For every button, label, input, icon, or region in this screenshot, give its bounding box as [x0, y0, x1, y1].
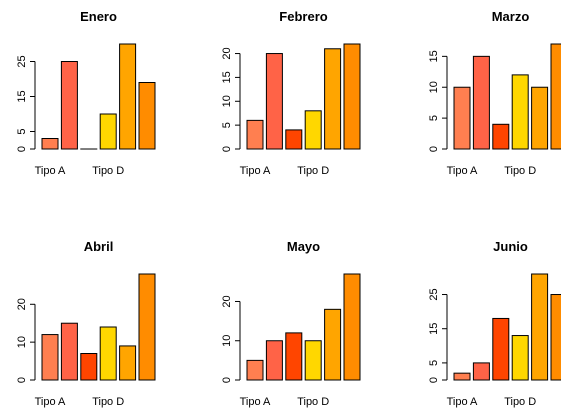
- bar-tipo-c: [285, 129, 303, 150]
- category-label: Tipo D: [504, 396, 536, 408]
- y-tick-label: 25: [16, 55, 28, 67]
- chart-panel-3: Marzo 0 5 10 15 Tipo A Tipo D: [428, 9, 561, 177]
- y-tick-label: 10: [16, 336, 28, 348]
- bar-tipo-a: [41, 334, 59, 381]
- chart-title: Marzo: [492, 9, 530, 24]
- bar-tipo-c: [285, 332, 303, 381]
- category-label: Tipo A: [35, 396, 66, 408]
- bar-tipo-c: [492, 123, 510, 150]
- bar-tipo-d: [99, 113, 117, 150]
- bar-tipo-a: [246, 359, 264, 381]
- category-label: Tipo A: [240, 396, 271, 408]
- y-tick-label: 10: [221, 335, 233, 347]
- bar-tipo-a: [453, 86, 471, 150]
- y-tick-label: 0: [221, 377, 233, 383]
- category-label: Tipo A: [240, 165, 271, 177]
- chart-panel-4: Abril 0 10 20 Tipo A Tipo D: [16, 239, 156, 408]
- chart-title: Enero: [80, 9, 117, 24]
- bar-tipo-e: [531, 273, 549, 381]
- chart-panel-2: Febrero 0 5 10 15 20 Tipo A Tipo D: [221, 9, 361, 177]
- bar-tipo-b: [265, 53, 283, 150]
- bar-tipo-b: [60, 322, 78, 381]
- bar-tipo-e: [119, 345, 137, 381]
- y-tick-label: 0: [16, 146, 28, 152]
- bar-tipo-a: [246, 119, 264, 150]
- y-tick-label: 15: [16, 90, 28, 102]
- category-label: Tipo A: [447, 165, 478, 177]
- chart-title: Febrero: [279, 9, 327, 24]
- y-tick-label: 20: [221, 295, 233, 307]
- y-tick-label: 5: [428, 115, 440, 121]
- y-tick-label: 20: [221, 47, 233, 59]
- bar-tipo-c: [492, 317, 510, 381]
- y-tick-label: 15: [428, 50, 440, 62]
- y-tick-label: 25: [428, 288, 440, 300]
- y-tick-label: 15: [221, 71, 233, 83]
- bar-tipo-a: [41, 138, 59, 150]
- category-label: Tipo D: [297, 396, 329, 408]
- bar-tipo-f: [550, 294, 561, 381]
- bar-tipo-f: [343, 273, 361, 381]
- bar-tipo-f: [550, 43, 561, 150]
- y-tick-label: 0: [428, 146, 440, 152]
- bar-tipo-b: [60, 61, 78, 150]
- bar-tipo-f: [138, 82, 156, 150]
- chart-panel-6: Junio 0 5 15 25 Tipo A Tipo D: [428, 239, 561, 408]
- bar-tipo-b: [472, 55, 490, 150]
- category-label: Tipo A: [35, 165, 66, 177]
- bar-tipo-d: [304, 110, 322, 150]
- bar-tipo-d: [511, 335, 529, 381]
- chart-title: Abril: [84, 239, 114, 254]
- chart-title: Junio: [493, 239, 528, 254]
- bar-tipo-f: [343, 43, 361, 150]
- bar-tipo-e: [324, 308, 342, 381]
- bar-tipo-d: [304, 340, 322, 381]
- y-tick-label: 0: [16, 377, 28, 383]
- bar-tipo-c: [80, 353, 98, 381]
- y-tick-label: 5: [16, 128, 28, 134]
- bar-tipo-a: [453, 372, 471, 381]
- category-label: Tipo A: [447, 396, 478, 408]
- category-label: Tipo D: [504, 165, 536, 177]
- bar-tipo-b: [472, 362, 490, 381]
- y-tick-label: 0: [221, 146, 233, 152]
- bar-tipo-d: [511, 74, 529, 150]
- bar-tipo-d: [99, 326, 117, 381]
- y-tick-label: 10: [221, 95, 233, 107]
- y-tick-label: 5: [221, 122, 233, 128]
- y-tick-label: 0: [428, 377, 440, 383]
- y-tick-label: 5: [428, 360, 440, 366]
- bar-tipo-f: [138, 273, 156, 381]
- bar-tipo-e: [531, 86, 549, 150]
- y-tick-label: 10: [428, 81, 440, 93]
- bar-tipo-b: [265, 340, 283, 381]
- chart-panel-5: Mayo 0 10 20 Tipo A Tipo D: [221, 239, 361, 408]
- bar-tipo-e: [119, 43, 137, 150]
- category-label: Tipo D: [92, 396, 124, 408]
- category-label: Tipo D: [297, 165, 329, 177]
- bar-tipo-e: [324, 48, 342, 150]
- category-label: Tipo D: [92, 165, 124, 177]
- chart-title: Mayo: [287, 239, 320, 254]
- y-tick-label: 20: [16, 298, 28, 310]
- y-tick-label: 15: [428, 323, 440, 335]
- chart-panel-1: Enero 0 5 15 25 Tipo A Tipo D: [16, 9, 156, 177]
